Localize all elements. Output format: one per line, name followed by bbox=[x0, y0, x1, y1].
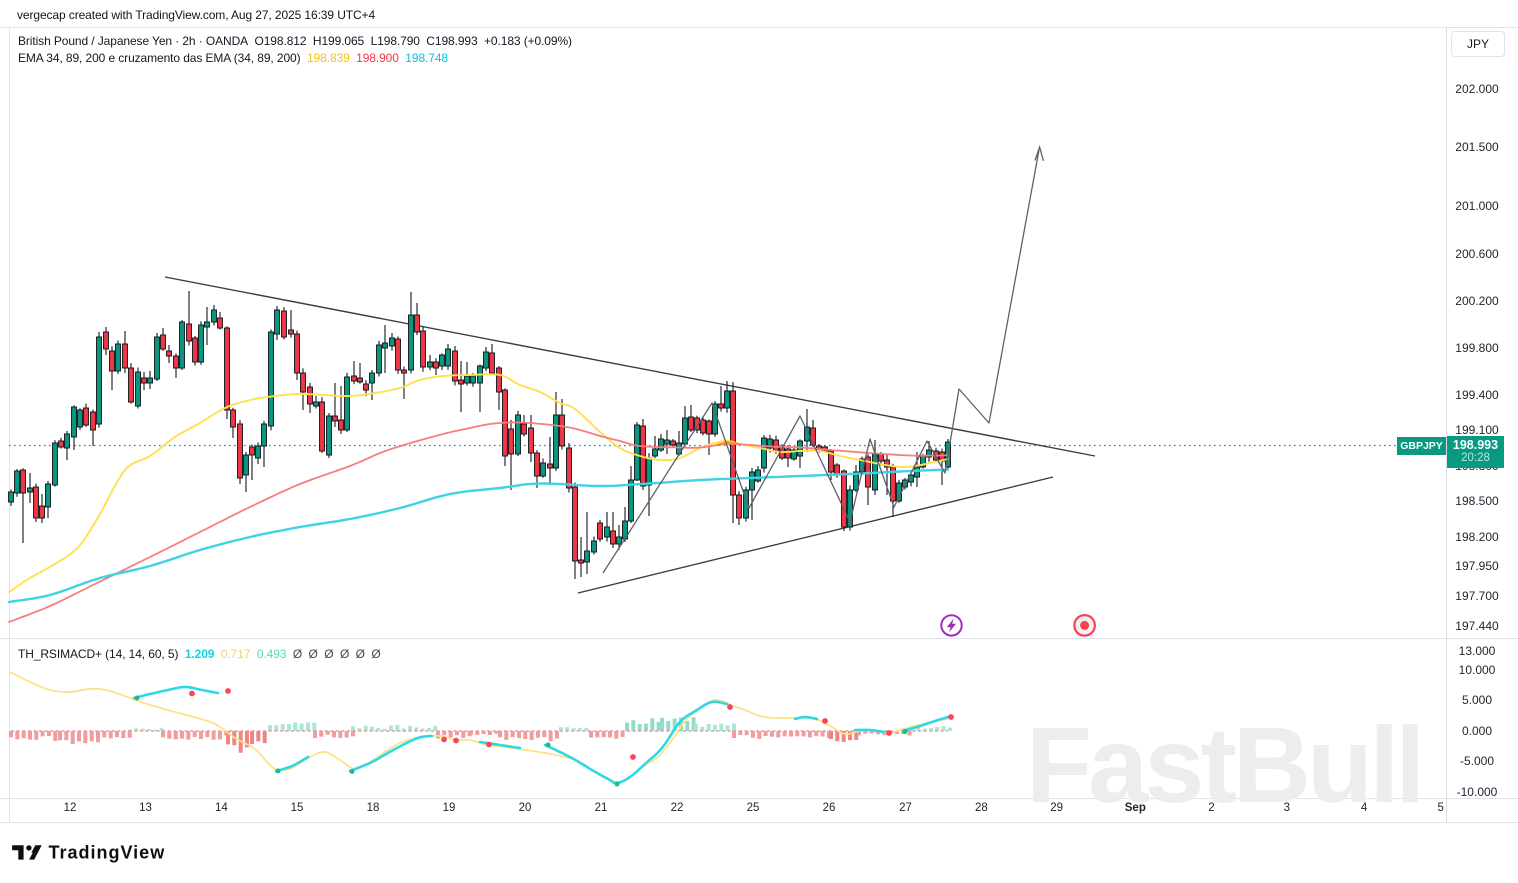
svg-text:TradingView: TradingView bbox=[49, 842, 166, 862]
